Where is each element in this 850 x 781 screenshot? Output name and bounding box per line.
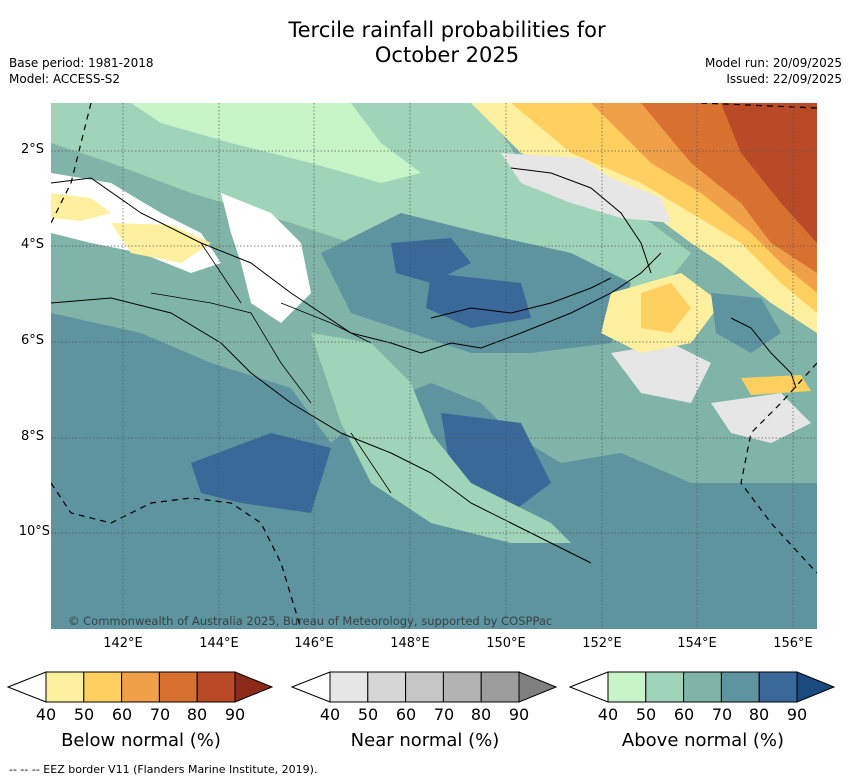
near-normal-40-50-region-1 xyxy=(501,153,671,223)
above-normal-40-50-north-region xyxy=(131,103,421,183)
below-normal-40-50-west-region xyxy=(51,193,111,221)
colorbar-tick: 60 xyxy=(111,705,133,724)
above-normal-colorbar xyxy=(568,671,836,703)
colorbar-tick: 70 xyxy=(433,705,455,724)
lon-label-152: 152°E xyxy=(582,636,622,651)
eez-footnote: -- -- -- EEZ border V11 (Flanders Marine… xyxy=(9,763,318,776)
colorbar-tick: 50 xyxy=(73,705,95,724)
colorbar-extend-high xyxy=(796,671,836,703)
below-normal-colorbar xyxy=(6,671,274,703)
above-normal-title: Above normal (%) xyxy=(621,730,785,751)
below-normal-40-50-central-west-region xyxy=(111,223,211,263)
lon-label-154: 154°E xyxy=(677,636,717,651)
near-normal-colorbar xyxy=(290,671,558,703)
lon-label-146: 146°E xyxy=(294,636,334,651)
map-gridlines xyxy=(51,103,817,629)
colorbar-tick: 60 xyxy=(673,705,695,724)
eez-border-west xyxy=(51,103,302,629)
lat-label-10s: 10°S xyxy=(18,524,50,539)
colorbar-tick: 80 xyxy=(186,705,208,724)
title-line-2: October 2025 xyxy=(374,43,520,67)
near-normal-40-50-region-3 xyxy=(711,393,811,443)
new-britain-coastline xyxy=(430,277,612,319)
below-normal-ticks: 40 50 60 70 80 90 xyxy=(6,705,276,725)
colorbar-tick: 70 xyxy=(711,705,733,724)
colorbar-segment xyxy=(607,671,647,703)
meta-right: Model run: 20/09/2025 Issued: 22/09/2025 xyxy=(705,55,842,87)
colorbar-tick: 50 xyxy=(357,705,379,724)
below-normal-50-60-east-region xyxy=(641,283,691,333)
colorbar-segment xyxy=(405,671,444,703)
png-coastline xyxy=(51,177,662,564)
colorbar-segment xyxy=(720,671,760,703)
model-text: Model: ACCESS-S2 xyxy=(9,72,121,86)
issued-text: Issued: 22/09/2025 xyxy=(726,72,842,86)
above-normal-70-80-bougainville-region xyxy=(711,293,781,353)
colorbar-tick: 60 xyxy=(395,705,417,724)
no-dominant-tercile-highlands-region xyxy=(221,193,311,323)
colorbar-segment xyxy=(480,671,520,703)
lat-label-6s: 6°S xyxy=(20,333,44,348)
lat-label-2s: 2°S xyxy=(20,142,44,157)
above-normal-80-90-highlands-region xyxy=(391,238,471,283)
below-normal-title: Below normal (%) xyxy=(61,730,221,751)
colorbar-segment xyxy=(45,671,85,703)
colorbar-extend-high xyxy=(518,671,558,703)
colorbar-segment xyxy=(121,671,160,703)
colorbar-extend-high xyxy=(234,671,274,703)
colorbar-segment xyxy=(683,671,722,703)
colorbar-tick: 90 xyxy=(224,705,246,724)
colorbar-tick: 40 xyxy=(35,705,57,724)
colorbar-segment xyxy=(196,671,236,703)
new-ireland-coastline xyxy=(510,167,652,274)
lat-label-8s: 8°S xyxy=(20,429,44,444)
colorbar-tick: 40 xyxy=(319,705,341,724)
lon-label-156: 156°E xyxy=(773,636,813,651)
bougainville-coastline xyxy=(730,317,797,389)
lat-label-4s: 4°S xyxy=(20,237,44,252)
colorbar-segment xyxy=(329,671,369,703)
above-normal-ticks: 40 50 60 70 80 90 xyxy=(568,705,838,725)
colorbar-tick: 70 xyxy=(149,705,171,724)
model-run-text: Model run: 20/09/2025 xyxy=(704,56,842,70)
copyright-text: © Commonwealth of Australia 2025, Bureau… xyxy=(68,614,553,628)
colorbar-extend-low xyxy=(290,671,331,703)
lon-label-150: 150°E xyxy=(486,636,526,651)
colorbar-tick: 80 xyxy=(748,705,770,724)
base-period-text: Base period: 1981-2018 xyxy=(9,56,154,70)
rainfall-probability-map xyxy=(51,103,817,629)
lon-label-144: 144°E xyxy=(199,636,239,651)
above-normal-80-90-south-region xyxy=(191,433,331,513)
colorbar-segment xyxy=(83,671,123,703)
eez-border-east xyxy=(700,103,817,574)
map-title: Tercile rainfall probabilities for Octob… xyxy=(0,18,850,68)
lon-label-142: 142°E xyxy=(103,636,143,651)
title-line-1: Tercile rainfall probabilities for xyxy=(288,18,606,42)
above-normal-50-60-gulf-region xyxy=(311,333,571,543)
colorbar-extend-low xyxy=(6,671,47,703)
colorbar-segment xyxy=(158,671,198,703)
colorbar-extend-low xyxy=(568,671,609,703)
province-borders xyxy=(150,242,392,494)
meta-left: Base period: 1981-2018 Model: ACCESS-S2 xyxy=(9,55,154,87)
colorbar-tick: 50 xyxy=(635,705,657,724)
colorbar-segment xyxy=(645,671,685,703)
near-normal-title: Near normal (%) xyxy=(350,730,500,751)
lon-label-148: 148°E xyxy=(390,636,430,651)
colorbar-tick: 40 xyxy=(597,705,619,724)
near-normal-40-50-region-2 xyxy=(611,343,711,403)
above-normal-80-90-new-britain-region xyxy=(426,273,531,328)
colorbar-tick: 80 xyxy=(470,705,492,724)
colorbar-segment xyxy=(442,671,482,703)
colorbar-tick: 90 xyxy=(786,705,808,724)
colorbar-tick: 90 xyxy=(508,705,530,724)
near-normal-ticks: 40 50 60 70 80 90 xyxy=(290,705,560,725)
colorbar-segment xyxy=(367,671,407,703)
colorbar-segment xyxy=(758,671,798,703)
